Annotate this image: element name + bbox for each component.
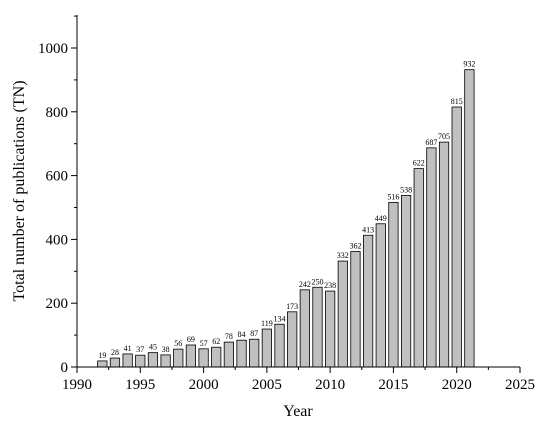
bar-2008 xyxy=(299,289,310,368)
x-tick-label: 2010 xyxy=(315,377,345,393)
data-label-2016: 538 xyxy=(400,185,412,194)
x-tick-label: 1995 xyxy=(125,377,155,393)
data-label-2013: 413 xyxy=(362,225,374,234)
bar-2005 xyxy=(261,328,272,368)
bar-2003 xyxy=(236,339,247,368)
bar-1993 xyxy=(109,357,121,368)
bar-2011 xyxy=(337,260,348,368)
data-label-2017: 622 xyxy=(413,159,425,168)
bar-2017 xyxy=(413,168,424,368)
y-tick-label: 1000 xyxy=(38,41,68,57)
y-tick-label: 800 xyxy=(46,105,69,121)
data-label-2014: 449 xyxy=(375,214,387,223)
bar-2013 xyxy=(363,234,374,368)
data-label-2010: 238 xyxy=(324,281,336,290)
y-tick-label: 0 xyxy=(61,360,69,376)
data-label-2001: 62 xyxy=(212,337,220,346)
data-label-2015: 516 xyxy=(387,192,399,201)
y-tick-label: 200 xyxy=(46,296,69,312)
data-label-2020: 815 xyxy=(451,97,463,106)
bar-1997 xyxy=(160,354,171,368)
x-ticks-group: 1990 1995 2000 2005 2010 2015 2020 2025 xyxy=(62,367,535,393)
data-label-1999: 69 xyxy=(187,335,195,344)
data-label-2012: 362 xyxy=(349,242,361,251)
bar-2018 xyxy=(426,147,437,368)
data-label-2000: 57 xyxy=(200,339,208,348)
data-label-2007: 173 xyxy=(286,302,298,311)
x-tick-label: 2020 xyxy=(442,377,472,393)
x-tick-label: 2025 xyxy=(505,377,535,393)
bar-2012 xyxy=(350,251,361,368)
x-axis-label: Year xyxy=(283,403,313,420)
x-tick-label: 1990 xyxy=(62,377,92,393)
data-label-1996: 45 xyxy=(149,343,157,352)
bar-2019 xyxy=(438,141,450,368)
bar-2004 xyxy=(249,338,260,368)
bar-1995 xyxy=(135,354,146,368)
bar-2000 xyxy=(198,348,209,368)
bar-2002 xyxy=(223,341,234,368)
bar-2001 xyxy=(211,346,222,368)
bar-2021 xyxy=(464,69,475,368)
y-tick-label: 400 xyxy=(46,232,69,248)
bar-2016 xyxy=(400,194,412,368)
data-label-1997: 38 xyxy=(162,345,170,354)
x-tick-label: 2015 xyxy=(378,377,408,393)
bar-2014 xyxy=(375,223,386,368)
y-axis-label: Total number of publications (TN) xyxy=(11,80,28,301)
data-label-2005: 119 xyxy=(261,319,273,328)
bar-1994 xyxy=(122,353,133,368)
bar-1998 xyxy=(173,348,184,368)
y-ticks-group: 0 200 400 600 800 1000 xyxy=(38,15,77,376)
bar-2009 xyxy=(312,286,323,368)
bars-group xyxy=(97,69,475,368)
data-label-2009: 250 xyxy=(311,277,323,286)
bar-1996 xyxy=(147,352,159,368)
data-label-2008: 242 xyxy=(299,280,311,289)
bar-2010 xyxy=(325,290,336,368)
data-label-2006: 134 xyxy=(274,314,286,323)
bar-1992 xyxy=(97,360,108,368)
data-label-1995: 37 xyxy=(136,345,144,354)
bar-1999 xyxy=(185,344,197,368)
y-tick-label: 600 xyxy=(46,169,69,185)
data-label-1993: 28 xyxy=(111,348,119,357)
data-label-2003: 84 xyxy=(238,330,246,339)
x-tick-label: 2005 xyxy=(252,377,282,393)
data-label-1992: 19 xyxy=(98,351,106,360)
data-label-2021: 932 xyxy=(463,60,475,69)
x-tick-label: 2000 xyxy=(189,377,219,393)
data-label-2002: 78 xyxy=(225,332,233,341)
bar-2020 xyxy=(451,106,462,368)
bar-2007 xyxy=(287,311,298,368)
data-label-1998: 56 xyxy=(174,339,182,348)
data-label-1994: 41 xyxy=(124,344,132,353)
bar-2015 xyxy=(388,201,399,368)
data-label-2018: 687 xyxy=(425,138,437,147)
data-label-2011: 332 xyxy=(337,251,349,260)
data-label-2019: 705 xyxy=(438,132,450,141)
data-label-2004: 87 xyxy=(250,329,258,338)
bar-2006 xyxy=(274,323,285,368)
